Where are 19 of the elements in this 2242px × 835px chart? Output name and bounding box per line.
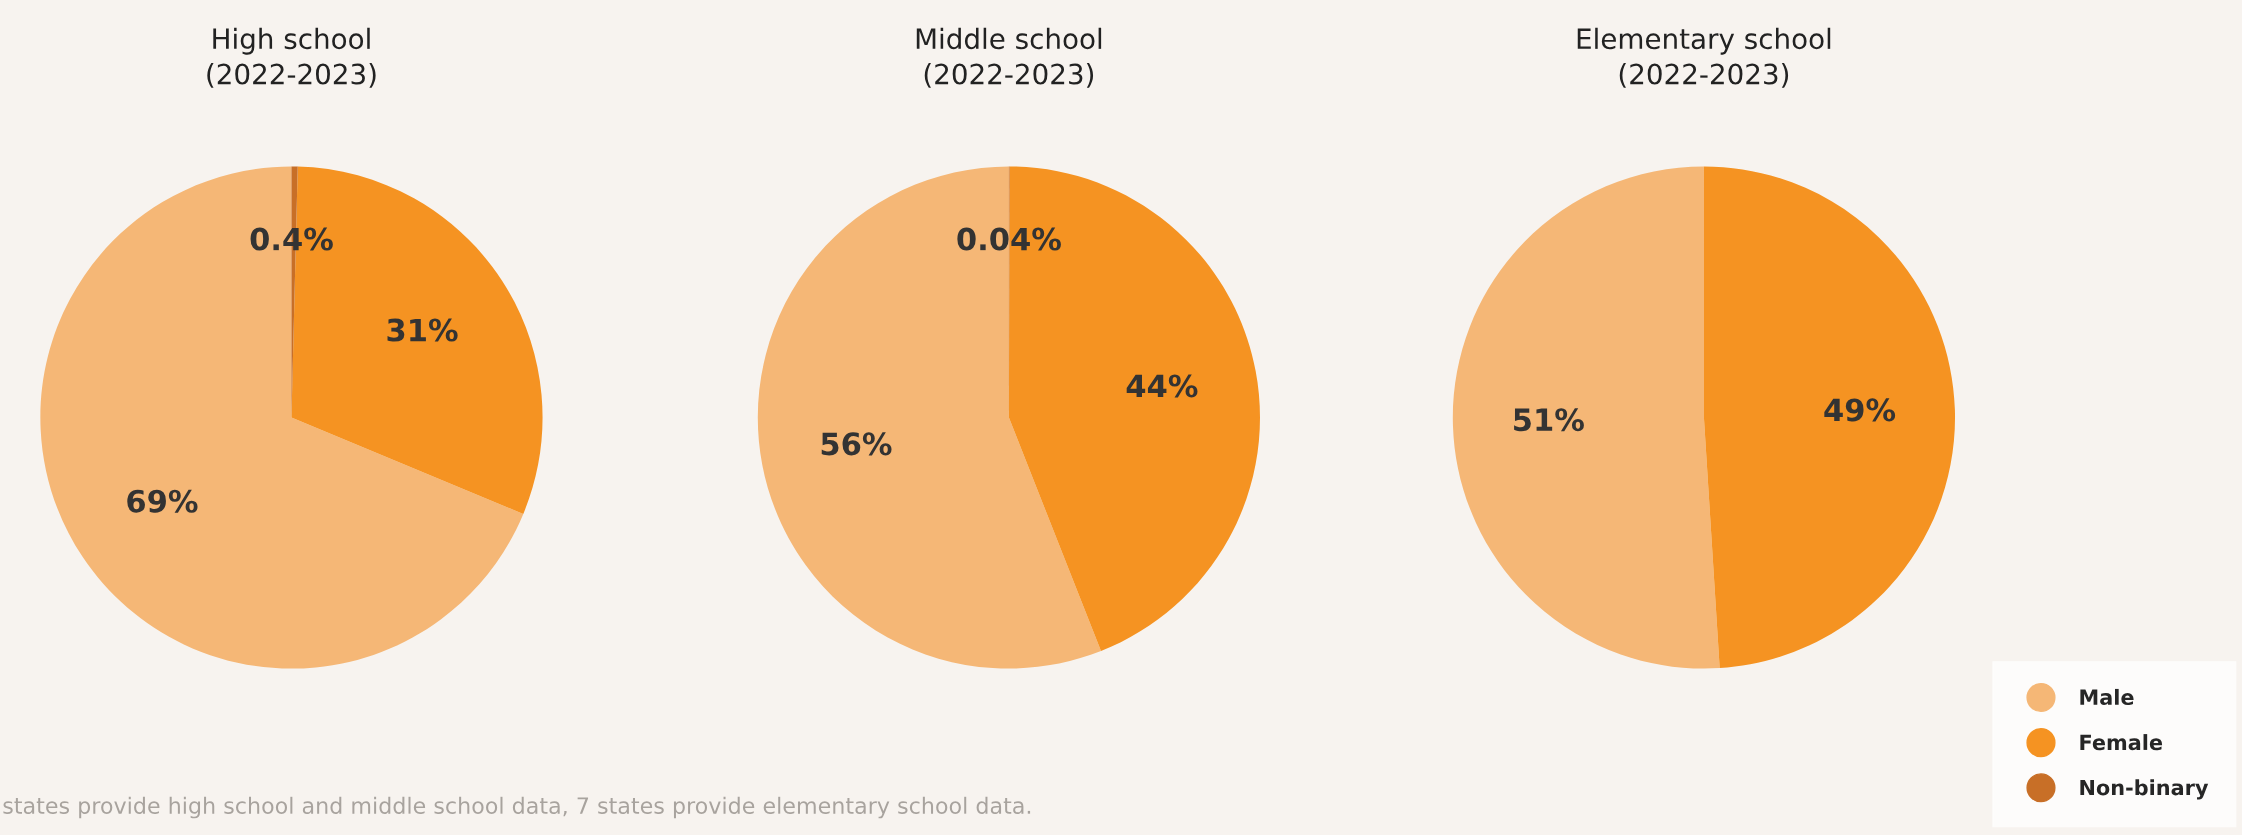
data-label: 51%: [1514, 408, 1584, 432]
pie-slice: [40, 166, 524, 669]
pie-slice: [1703, 166, 1955, 669]
data-label: 0.04%: [957, 227, 1061, 251]
legend-label: Non-binary: [2080, 779, 2209, 800]
data-label: 69%: [127, 489, 198, 513]
legend-label: Male: [2080, 688, 2134, 706]
data-label: 0.4%: [250, 227, 333, 251]
pie-slice: [1452, 166, 1720, 669]
legend-label: Female: [2080, 734, 2163, 751]
chart-title: Elementary school (2022-2023): [1577, 27, 1831, 88]
data-label: 56%: [821, 432, 892, 456]
data-label: 31%: [387, 318, 458, 342]
chart-title: Middle school (2022-2023): [916, 27, 1102, 88]
pie-slice: [757, 166, 1102, 669]
data-label: 49%: [1824, 398, 1896, 422]
text: states provide high school and middle school data, 7 states provide elementary school data.: [3, 796, 1031, 819]
data-label: 44%: [1126, 374, 1198, 398]
chart-title: High school (2022-2023): [207, 27, 376, 88]
